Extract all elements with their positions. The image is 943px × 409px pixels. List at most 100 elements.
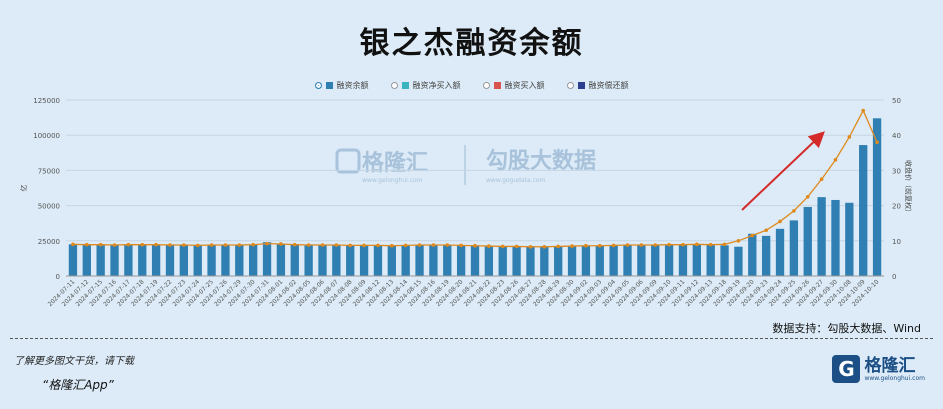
line-point (265, 241, 269, 246)
line-point (195, 243, 200, 248)
line-point (736, 239, 741, 243)
line-point (875, 140, 879, 145)
line-point (320, 243, 325, 247)
line-point (861, 108, 866, 113)
watermark-logo-icon (335, 148, 361, 174)
line-point (251, 242, 255, 247)
line-point (292, 242, 297, 247)
line-point (209, 243, 214, 247)
bar (387, 245, 396, 276)
line-point (376, 243, 380, 248)
y-tick-right: 20 (892, 203, 901, 211)
radio-icon[interactable] (482, 82, 490, 89)
trend-arrow (741, 131, 825, 211)
bar (817, 197, 826, 276)
bar (165, 244, 175, 276)
data-source: 数据支持：勾股大数据、Wind (772, 322, 921, 335)
bar (359, 244, 369, 276)
line-point (625, 243, 630, 247)
line-point (459, 243, 463, 248)
legend-swatch (401, 82, 409, 89)
chart-legend: 融资余额 融资净买入额 融资买入额 融资偿还额 (0, 80, 943, 91)
watermark-left-url: www.gelonghui.com (362, 177, 423, 184)
bar (859, 145, 868, 276)
line-point (819, 177, 824, 181)
line-point (792, 209, 796, 213)
bar (789, 220, 799, 276)
line-point (487, 244, 491, 248)
line-point (681, 242, 685, 247)
bar (637, 245, 646, 276)
bar (151, 244, 161, 276)
line-point (237, 243, 242, 247)
bar (498, 246, 507, 276)
y-tick-left: 75000 (38, 167, 60, 175)
legend-label: 融资买入额 (504, 81, 545, 90)
legend-swatch (325, 82, 333, 89)
legend-label: 融资净买入额 (412, 81, 461, 90)
bar (831, 199, 840, 276)
line-point (279, 242, 283, 246)
line-point (154, 242, 158, 247)
line-point (306, 243, 311, 247)
legend-item-buy[interactable]: 融资买入额 (482, 80, 545, 91)
bar (526, 246, 535, 276)
legend-item-balance[interactable]: 融资余额 (314, 80, 369, 91)
bar (193, 244, 202, 276)
line-point (611, 243, 616, 248)
line-point (556, 244, 560, 249)
bar (82, 244, 91, 276)
bar (235, 244, 244, 276)
legend-swatch (493, 82, 501, 89)
bar (429, 244, 438, 276)
bar (179, 244, 189, 276)
radio-selected-icon[interactable] (314, 82, 322, 89)
bar (595, 245, 604, 276)
y-tick-right: 10 (892, 238, 901, 246)
line-point (542, 244, 547, 249)
line-point (403, 243, 408, 248)
price-line (72, 109, 878, 248)
bar (748, 233, 757, 276)
bar (651, 244, 660, 276)
legend-label: 融资偿还额 (588, 81, 629, 90)
line-point (348, 243, 353, 248)
line-point (223, 243, 228, 247)
line-point (597, 243, 602, 248)
line-point (182, 243, 186, 247)
bar (373, 245, 383, 276)
radio-icon[interactable] (566, 82, 574, 89)
bar (554, 246, 563, 276)
y-tick-left: 50000 (38, 203, 60, 211)
y-tick-right: 40 (892, 132, 901, 140)
bar (138, 244, 147, 276)
bar (609, 245, 618, 276)
line-point (390, 243, 394, 248)
line-point (473, 243, 477, 248)
brand-logo: G 格隆汇 www.gelonghui.com (832, 355, 925, 383)
bar (290, 244, 299, 276)
chart-title: 银之杰融资余额 (359, 26, 584, 61)
line-point (500, 244, 505, 249)
watermark-left: 格隆汇 (362, 150, 428, 176)
y-tick-left: 25000 (38, 238, 60, 246)
legend-swatch (577, 82, 585, 89)
logo-g-icon: G (832, 355, 861, 383)
bar (775, 228, 785, 276)
divider (10, 338, 933, 339)
legend-item-repay[interactable]: 融资偿还额 (566, 80, 629, 91)
line-point (445, 243, 450, 247)
bar (318, 244, 327, 276)
radio-icon[interactable] (390, 82, 398, 89)
bar (456, 245, 466, 276)
bar (484, 245, 494, 276)
bar (207, 244, 216, 276)
legend-item-net-buy[interactable]: 融资净买入额 (390, 80, 461, 91)
bar (443, 244, 452, 276)
line-point (431, 243, 436, 247)
app-name[interactable]: “格隆汇App” (42, 378, 114, 392)
line-point (695, 242, 699, 247)
bar (401, 245, 410, 276)
line-point (722, 242, 727, 247)
line-point (778, 219, 782, 224)
